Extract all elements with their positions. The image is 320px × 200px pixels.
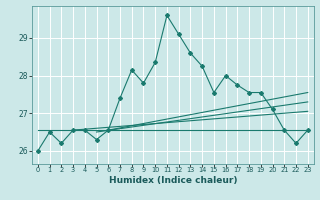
X-axis label: Humidex (Indice chaleur): Humidex (Indice chaleur) [108,176,237,185]
